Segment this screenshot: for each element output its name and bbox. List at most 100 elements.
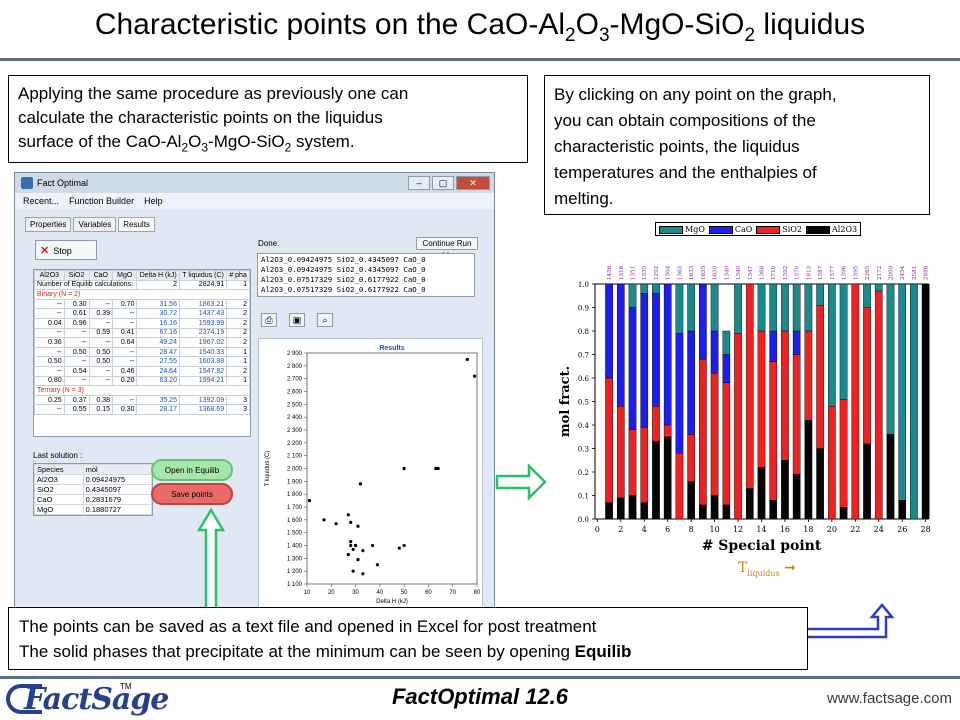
save-points-button[interactable]: Save points xyxy=(151,483,233,505)
bar-segment-sio2[interactable] xyxy=(734,333,742,520)
bar-segment-cao[interactable] xyxy=(687,330,695,435)
bar-segment-mgo[interactable] xyxy=(628,283,637,308)
bar-segment-sio2[interactable] xyxy=(781,330,789,461)
bar-segment-al2o3[interactable] xyxy=(863,443,871,520)
bar-segment-mgo[interactable] xyxy=(863,283,871,308)
bar-segment-sio2[interactable] xyxy=(699,358,707,506)
continue-run-button[interactable]: Continue Run >> xyxy=(416,237,478,259)
results-scatter-plot[interactable]: Results 1 100 1 200 1 300 1 400 1 500 1 600 1 7… xyxy=(259,339,484,609)
bar-segment-al2o3[interactable] xyxy=(699,504,707,520)
scatter-point[interactable] xyxy=(346,552,350,557)
bar-segment-sio2[interactable] xyxy=(828,405,836,520)
bar-segment-cao[interactable] xyxy=(769,330,778,362)
scatter-point[interactable] xyxy=(353,543,358,548)
footer-url[interactable]: www.factsage.com xyxy=(826,690,952,707)
bar-segment-mgo[interactable] xyxy=(781,283,789,332)
bar-segment-cao[interactable] xyxy=(616,283,625,407)
bar-segment-al2o3[interactable] xyxy=(605,502,613,520)
bar-segment-sio2[interactable] xyxy=(640,427,649,503)
bar-segment-mgo[interactable] xyxy=(687,283,695,332)
bar-segment-mgo[interactable] xyxy=(640,283,649,294)
bar-segment-cao[interactable] xyxy=(722,354,731,383)
menu-recent[interactable]: Recent... xyxy=(23,196,60,206)
bar-segment-cao[interactable] xyxy=(663,283,672,426)
bar-segment-al2o3[interactable] xyxy=(722,504,731,520)
bar-segment-sio2[interactable] xyxy=(816,304,824,449)
table-row[interactable]: 0.50 -- 0.50 -- 27.55 1603.88 1 xyxy=(34,356,250,367)
bar-segment-cao[interactable] xyxy=(640,293,649,428)
bar-segment-sio2[interactable] xyxy=(616,405,625,499)
bar-segment-al2o3[interactable] xyxy=(745,488,754,520)
menu-function-builder[interactable]: Function Builder xyxy=(69,196,135,206)
bar-segment-mgo[interactable] xyxy=(734,283,742,334)
bar-segment-al2o3[interactable] xyxy=(616,497,625,520)
bar-segment-cao[interactable] xyxy=(675,333,684,454)
bar-segment-al2o3[interactable] xyxy=(663,436,672,520)
bar-segment-cao[interactable] xyxy=(652,293,660,407)
bar-segment-mgo[interactable] xyxy=(910,283,918,520)
bar-segment-sio2[interactable] xyxy=(675,452,684,520)
table-row[interactable]: -- 0.30 -- 0.70 31.56 1863.21 2 xyxy=(34,298,250,310)
window-titlebar[interactable]: Fact Optimal – ▢ ✕ xyxy=(15,173,494,193)
bar-segment-al2o3[interactable] xyxy=(816,448,824,520)
scatter-point[interactable] xyxy=(465,357,469,362)
tab-results[interactable]: Results xyxy=(118,217,155,232)
maximize-button[interactable]: ▢ xyxy=(432,176,454,190)
bar-segment-sio2[interactable] xyxy=(745,283,754,489)
bar-segment-sio2[interactable] xyxy=(874,290,883,520)
bar-segment-al2o3[interactable] xyxy=(687,481,695,520)
bar-segment-al2o3[interactable] xyxy=(640,502,649,520)
bar-segment-sio2[interactable] xyxy=(652,405,660,442)
bar-segment-mgo[interactable] xyxy=(722,330,731,355)
scatter-point[interactable] xyxy=(307,498,312,503)
scatter-point[interactable] xyxy=(375,563,380,567)
scatter-point[interactable] xyxy=(349,543,353,548)
calculation-log[interactable]: Al2O3_0.09424975 SiO2_0.4345097 CaO_0 Al2… xyxy=(257,253,475,297)
solution-grid[interactable]: Species mol Al2O3 0.09424975 SiO2 0.4345097 Ca… xyxy=(33,463,153,516)
bar-segment-sio2[interactable] xyxy=(863,307,871,445)
bar-segment-sio2[interactable] xyxy=(663,424,672,437)
bar-segment-sio2[interactable] xyxy=(804,330,813,421)
solution-row[interactable]: CaO 0.2831679 xyxy=(34,494,153,505)
bar-segment-al2o3[interactable] xyxy=(652,441,660,520)
bar-segment-cao[interactable] xyxy=(699,283,707,360)
scatter-point[interactable] xyxy=(358,482,363,486)
grid-header-row[interactable]: Al2O3 SiO2 CaO MgO Delta H (kJ) T liquidus (C… xyxy=(34,270,250,281)
results-grid[interactable]: Al2O3 SiO2 CaO MgO Delta H (kJ) T liquidus (C… xyxy=(33,269,251,437)
scatter-point[interactable] xyxy=(472,374,477,378)
scatter-point[interactable] xyxy=(361,572,365,576)
bar-segment-sio2[interactable] xyxy=(757,330,766,468)
bar-segment-al2o3[interactable] xyxy=(710,495,719,520)
bar-segment-al2o3[interactable] xyxy=(839,507,848,520)
bar-segment-cao[interactable] xyxy=(792,330,801,355)
table-row[interactable]: -- 0.50 0.50 -- 28.47 1540.33 1 xyxy=(34,346,250,358)
table-row[interactable]: 0.36 -- -- 0.64 49.24 1967.02 2 xyxy=(34,337,250,348)
bar-segment-cao[interactable] xyxy=(605,283,613,379)
bar-segment-sio2[interactable] xyxy=(687,434,695,482)
bar-segment-mgo[interactable] xyxy=(816,283,824,306)
table-row[interactable]: -- -- 0.59 0.41 67.16 2374.19 2 xyxy=(34,327,250,339)
bar-segment-mgo[interactable] xyxy=(757,283,766,332)
save-icon[interactable]: ▣ xyxy=(289,313,305,327)
solution-row[interactable]: MgO 0.1880727 xyxy=(34,504,153,515)
tab-variables[interactable]: Variables xyxy=(73,217,117,232)
results-plot-panel[interactable]: Results 1 100 1 200 1 300 1 400 1 500 1 600 1 7… xyxy=(258,338,483,608)
minimize-button[interactable]: – xyxy=(408,176,430,190)
bar-segment-mgo[interactable] xyxy=(874,283,883,292)
scatter-point[interactable] xyxy=(349,540,353,544)
scatter-point[interactable] xyxy=(434,466,438,471)
menu-help[interactable]: Help xyxy=(144,196,163,206)
bar-segment-mgo[interactable] xyxy=(652,283,660,294)
scatter-point[interactable] xyxy=(356,524,360,528)
bar-segment-al2o3[interactable] xyxy=(781,460,789,520)
bar-segment-mgo[interactable] xyxy=(710,283,719,332)
bar-segment-mgo[interactable] xyxy=(804,283,813,332)
bar-segment-al2o3[interactable] xyxy=(898,500,907,520)
scatter-point[interactable] xyxy=(322,518,326,522)
bar-segment-sio2[interactable] xyxy=(769,361,778,501)
bar-segment-mgo[interactable] xyxy=(828,283,836,407)
scatter-point[interactable] xyxy=(402,466,406,471)
table-row[interactable]: 0.04 0.96 -- -- 16.16 1593.99 2 xyxy=(34,317,250,329)
scatter-point[interactable] xyxy=(356,558,360,562)
bar-segment-sio2[interactable] xyxy=(628,429,637,496)
